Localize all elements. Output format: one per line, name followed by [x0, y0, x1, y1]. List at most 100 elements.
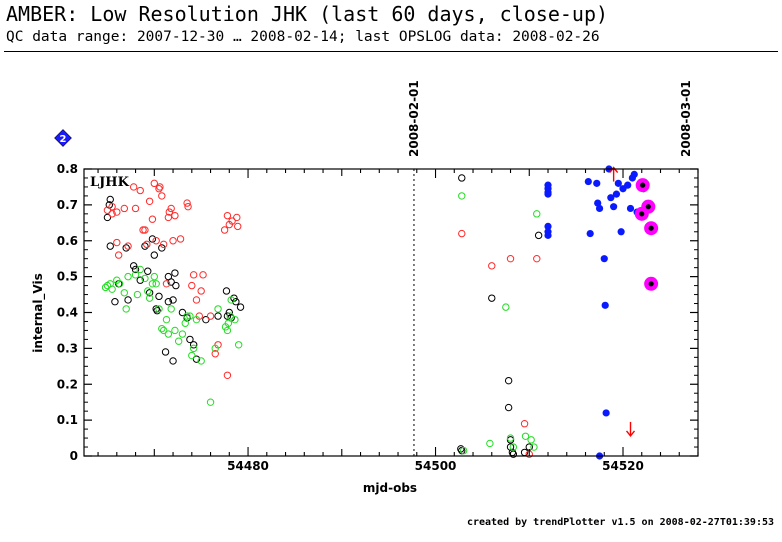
red-point: [136, 186, 144, 195]
y-axis-label: internal_Vis: [31, 273, 46, 353]
green-point: [115, 280, 124, 288]
green-point: [509, 443, 518, 451]
green-point: [186, 312, 194, 320]
green-point: [530, 443, 538, 451]
red-point: [164, 213, 173, 222]
red-point: [223, 371, 232, 379]
red-point: [176, 235, 185, 243]
blue-point: [617, 228, 625, 236]
black-point: [169, 357, 177, 365]
y-tick-label: 0.1: [57, 413, 78, 427]
y-tick-label: 0.5: [57, 270, 78, 284]
x-axis-label: mjd-obs: [363, 481, 417, 495]
panel-label: LJHK: [90, 175, 130, 190]
green-point: [224, 319, 233, 327]
green-point: [148, 280, 157, 288]
black-point: [504, 376, 513, 385]
green-point: [120, 289, 129, 297]
black-point: [155, 292, 163, 301]
black-point: [131, 265, 140, 274]
green-point: [178, 330, 187, 338]
red-point: [520, 420, 529, 428]
red-point: [139, 226, 147, 234]
black-point: [186, 335, 194, 344]
green-point: [162, 315, 171, 324]
green-point: [159, 326, 168, 335]
red-point: [156, 183, 164, 191]
green-point: [197, 357, 205, 365]
blue-point: [626, 204, 635, 213]
red-point: [233, 213, 241, 222]
green-point: [226, 312, 234, 320]
header-divider: [4, 51, 778, 52]
red-point: [152, 237, 160, 245]
red-point: [199, 271, 207, 279]
y-tick-label: 0: [70, 449, 78, 463]
x-tick-label: 54520: [602, 459, 644, 473]
red-point: [506, 254, 515, 263]
black-point: [111, 298, 119, 306]
y-tick-label: 0.8: [57, 162, 78, 176]
black-point: [164, 298, 173, 306]
green-point: [108, 285, 116, 293]
black-point: [236, 303, 245, 311]
green-point: [533, 210, 541, 218]
green-point: [506, 434, 515, 442]
black-point: [169, 296, 177, 304]
black-point: [171, 269, 179, 277]
red-point: [220, 226, 229, 234]
red-point: [124, 242, 132, 250]
blue-point: [630, 170, 638, 178]
green-point: [124, 272, 132, 281]
green-point: [181, 319, 189, 327]
red-point: [488, 262, 496, 270]
green-point: [459, 446, 468, 455]
x-tick-label: 54500: [415, 459, 457, 473]
green-point: [486, 439, 494, 448]
highlighted-point-core: [648, 225, 654, 231]
black-point: [458, 446, 466, 455]
green-point: [521, 432, 530, 440]
red-point: [162, 280, 171, 288]
black-point: [504, 403, 513, 412]
red-point: [169, 237, 177, 245]
black-point: [192, 355, 201, 363]
red-point: [188, 281, 196, 290]
footer-credit: created by trendPlotter v1.5 on 2008-02-…: [466, 517, 774, 528]
red-point: [184, 202, 192, 211]
green-point: [144, 287, 152, 295]
blue-point: [601, 301, 609, 309]
black-point: [167, 278, 175, 286]
red-point: [141, 226, 149, 234]
green-point: [136, 265, 144, 274]
green-point: [188, 351, 196, 360]
black-point: [124, 296, 132, 304]
black-point: [534, 231, 543, 240]
red-point: [108, 210, 116, 218]
y-tick-label: 0.7: [57, 198, 78, 212]
blue-point: [544, 190, 552, 198]
blue-point: [544, 231, 552, 239]
red-point: [114, 251, 123, 259]
black-point: [223, 312, 232, 320]
red-point: [234, 222, 242, 231]
green-point: [227, 296, 235, 304]
red-point: [129, 183, 138, 191]
y-tick-label: 0.6: [57, 234, 78, 248]
black-point: [145, 289, 154, 297]
green-point: [211, 344, 219, 353]
green-point: [150, 272, 159, 281]
black-point: [141, 242, 149, 250]
green-point: [167, 305, 175, 313]
red-point: [103, 206, 112, 214]
red-point: [148, 215, 157, 223]
black-point: [232, 298, 240, 306]
highlighted-point-core: [645, 204, 651, 210]
red-point: [189, 271, 198, 279]
limit-arrow-head: [625, 430, 636, 438]
blue-point: [600, 255, 608, 263]
green-point: [122, 305, 130, 313]
blue-point: [602, 409, 610, 417]
blue-point: [544, 222, 552, 230]
red-point: [131, 204, 140, 213]
